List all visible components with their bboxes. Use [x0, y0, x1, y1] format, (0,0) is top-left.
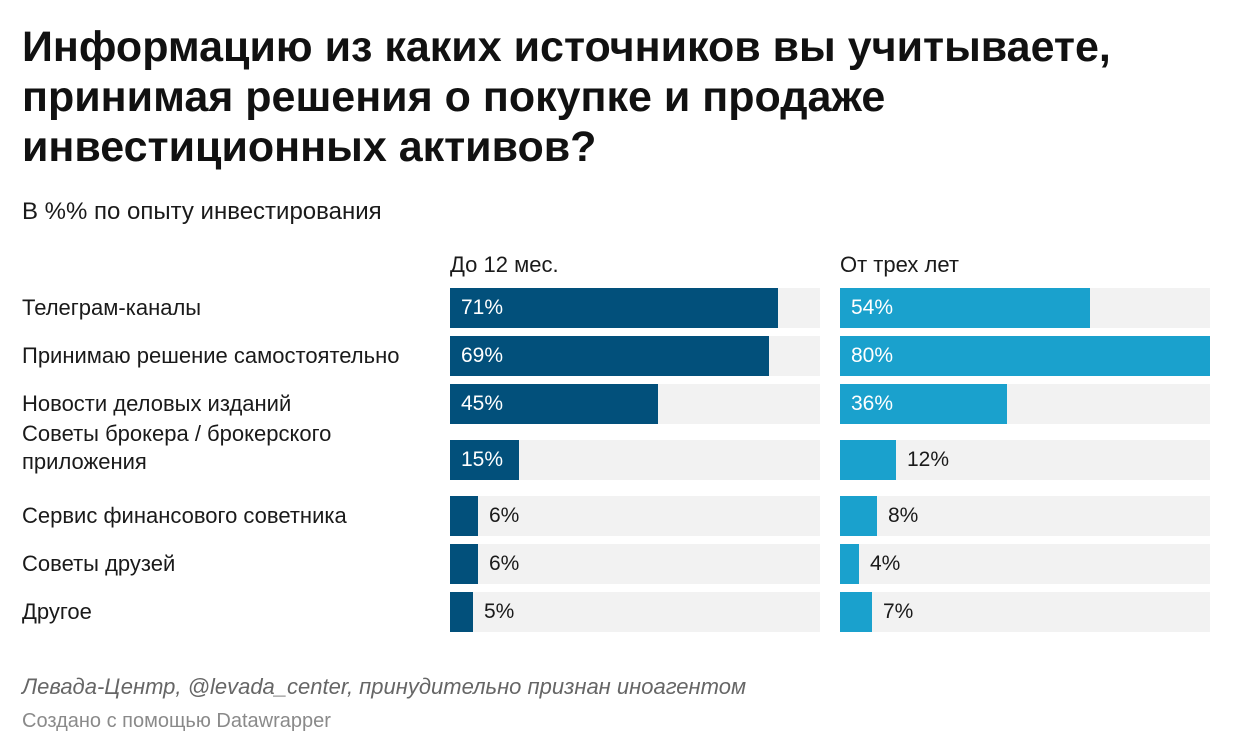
category-label: Принимаю решение самостоятельно: [22, 343, 400, 368]
bar[interactable]: [840, 544, 859, 584]
data-label: 6%: [489, 552, 520, 575]
data-label: 6%: [489, 504, 520, 527]
bar[interactable]: [450, 440, 519, 480]
bar[interactable]: [450, 384, 658, 424]
bar[interactable]: [450, 544, 478, 584]
category-label: Другое: [22, 599, 92, 624]
data-label: 8%: [888, 504, 919, 527]
bar-track: 8%: [840, 496, 1210, 536]
bar-track: 71%: [450, 288, 820, 328]
data-label: 36%: [851, 392, 894, 415]
bar[interactable]: [840, 496, 877, 536]
category-label: Сервис финансового советника: [22, 503, 347, 528]
bar[interactable]: [840, 384, 1007, 424]
category-label: Советы брокера / брокерского приложения: [22, 421, 332, 474]
bar[interactable]: [840, 336, 1210, 376]
bar-track: 12%: [840, 440, 1210, 480]
category-label: Советы друзей: [22, 551, 176, 576]
series-header-1: До 12 мес.: [450, 252, 559, 277]
chart-subtitle: В %% по опыту инвестирования: [22, 198, 382, 225]
bar-track: 80%: [840, 336, 1210, 376]
data-label: 12%: [907, 448, 950, 471]
category-label: Телеграм-каналы: [22, 295, 202, 320]
data-label: 7%: [883, 600, 914, 623]
bar[interactable]: [840, 440, 896, 480]
bar[interactable]: [450, 592, 473, 632]
chart-title: Информацию из каких источников вы учитыв…: [22, 23, 1111, 171]
bar[interactable]: [840, 288, 1090, 328]
data-label: 69%: [461, 344, 504, 367]
source-note: Левада-Центр, @levada_center, принудител…: [22, 674, 747, 699]
data-label: 15%: [461, 448, 504, 471]
data-label: 4%: [870, 552, 901, 575]
bar[interactable]: [450, 336, 769, 376]
bar-track: 5%: [450, 592, 820, 632]
data-label: 71%: [461, 296, 504, 319]
data-label: 5%: [484, 600, 515, 623]
bar-track: 54%: [840, 288, 1210, 328]
category-label: Новости деловых изданий: [22, 391, 292, 416]
bar-track: 6%: [450, 496, 820, 536]
bar-track: 4%: [840, 544, 1210, 584]
bar-track: 36%: [840, 384, 1210, 424]
bar-track: 6%: [450, 544, 820, 584]
bar-track: 45%: [450, 384, 820, 424]
credit-link[interactable]: Создано с помощью Datawrapper: [22, 710, 331, 732]
data-label: 80%: [851, 344, 894, 367]
data-label: 54%: [851, 296, 894, 319]
bar-track: 69%: [450, 336, 820, 376]
data-label: 45%: [461, 392, 504, 415]
series-header-2: От трех лет: [840, 252, 959, 277]
bar-track: 15%: [450, 440, 820, 480]
bar[interactable]: [450, 496, 478, 536]
bar[interactable]: [840, 592, 872, 632]
bar[interactable]: [450, 288, 778, 328]
bar-track: 7%: [840, 592, 1210, 632]
